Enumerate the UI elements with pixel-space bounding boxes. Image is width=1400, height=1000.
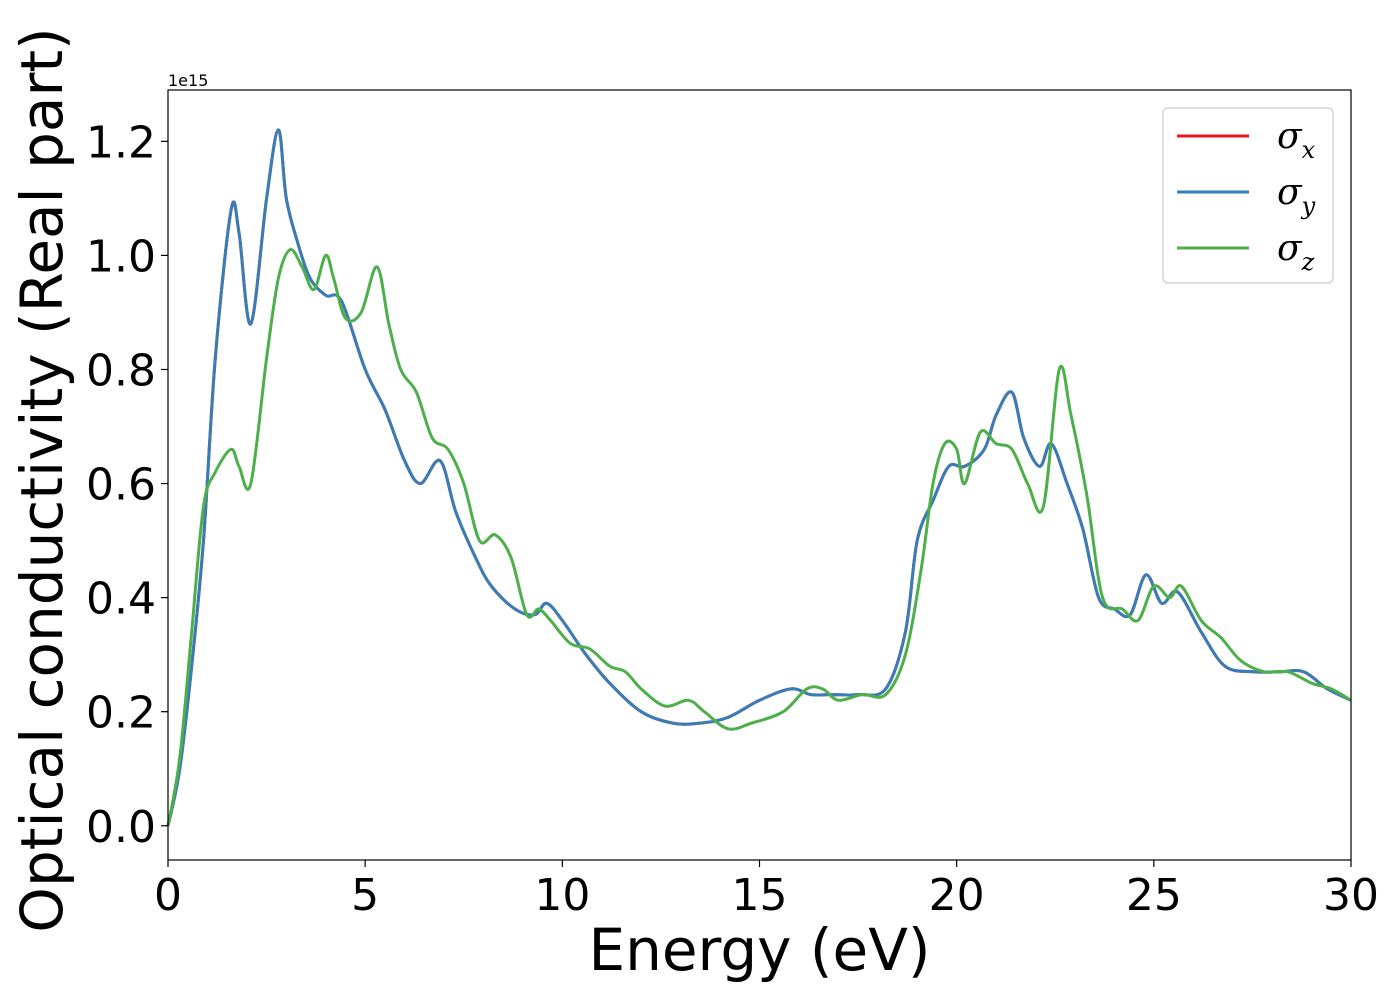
legend-subscript: y <box>1301 192 1316 220</box>
x-tick-label: 30 <box>1323 870 1379 921</box>
y-tick-label: 0.6 <box>86 460 156 511</box>
y-offset-label: 1e15 <box>168 71 208 90</box>
x-tick-label: 0 <box>154 870 182 921</box>
legend-entry-label: σz <box>1277 228 1315 276</box>
legend-symbol: σ <box>1277 172 1303 213</box>
legend-symbol: σ <box>1277 228 1303 269</box>
legend-subscript: x <box>1302 136 1316 164</box>
y-tick-label: 1.2 <box>86 117 156 168</box>
legend-entry-label: σx <box>1277 116 1316 164</box>
y-tick-label: 0.4 <box>86 574 156 625</box>
legend-subscript: z <box>1301 248 1315 276</box>
legend-box <box>1162 107 1334 284</box>
y-axis-label: Optical conductivity (Real part) <box>8 27 76 932</box>
x-tick-label: 10 <box>534 870 590 921</box>
y-tick-label: 0.2 <box>86 688 156 739</box>
y-axis: 0.0 0.2 0.4 0.6 0.8 1.0 1.2 <box>86 117 168 853</box>
x-tick-label: 15 <box>732 870 788 921</box>
y-tick-label: 0.0 <box>86 802 156 853</box>
x-tick-label: 25 <box>1126 870 1182 921</box>
x-axis-label: Energy (eV) <box>588 916 930 984</box>
series-line-sigma_z <box>166 248 1352 827</box>
x-tick-label: 20 <box>929 870 985 921</box>
x-tick-label: 5 <box>351 870 379 921</box>
series-layer <box>166 128 1352 827</box>
legend-entry-label: σy <box>1277 172 1316 220</box>
legend-symbol: σ <box>1277 116 1303 157</box>
y-tick-label: 0.8 <box>86 345 156 396</box>
x-axis: 0 5 10 15 20 25 30 <box>154 860 1379 921</box>
y-tick-label: 1.0 <box>86 231 156 282</box>
